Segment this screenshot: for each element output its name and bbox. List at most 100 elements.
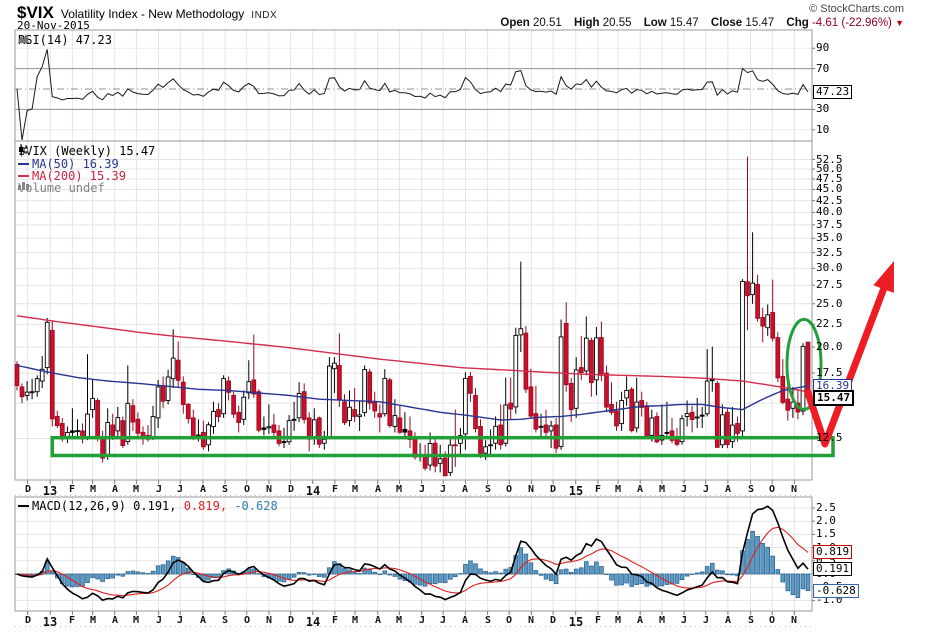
ma200-legend-label: MA(200) 15.39 — [32, 169, 126, 183]
date-axis-label: M — [89, 484, 97, 495]
chg-value: -4.61 (-22.96%) — [811, 17, 892, 29]
exchange-label: INDX — [251, 10, 278, 21]
symbol: $VIX — [17, 3, 54, 22]
axis-tick-label: 35.0 — [816, 231, 843, 244]
axis-tick-label: 52.5 — [816, 153, 843, 166]
date-axis-label: F — [68, 615, 76, 626]
date-axis-label: N — [265, 615, 273, 626]
axis-tick-label: 70 — [816, 62, 830, 75]
date-axis-label: 13 — [42, 484, 58, 498]
date-axis-label: S — [484, 615, 492, 626]
axis-tick-label: 12.5 — [816, 431, 843, 444]
rsi-value-box: 47.23 — [813, 85, 853, 99]
date-axis-label: O — [243, 484, 251, 495]
date-axis-label: J — [176, 484, 184, 495]
axis-tick-label: 25.0 — [816, 297, 843, 310]
support-zone-annotation — [50, 435, 835, 458]
date-axis-label: F — [331, 615, 339, 626]
hist-value-box: -0.628 — [813, 584, 859, 598]
low-value: 15.47 — [669, 17, 699, 29]
date-axis-label: F — [594, 484, 602, 495]
date-axis-label: D — [24, 615, 32, 626]
date-axis-label: S — [221, 615, 229, 626]
date-axis-label: F — [331, 484, 339, 495]
ma50-legend: MA(50) 16.39 — [18, 157, 119, 171]
ma50-legend-label: MA(50) 16.39 — [32, 157, 119, 171]
bounce-arrow-annotation — [803, 286, 888, 448]
macd-swatch — [18, 505, 29, 507]
chart-date: 20-Nov-2015 — [17, 19, 90, 32]
rsi-legend-label: RSI(14) 47.23 — [18, 33, 112, 47]
ma200-legend: MA(200) 15.39 — [18, 169, 126, 183]
date-axis-label: O — [505, 484, 513, 495]
date-axis-label: O — [768, 484, 776, 495]
date-axis-label: 14 — [305, 484, 321, 498]
date-axis-label: M — [395, 484, 403, 495]
axis-tick-label: 32.5 — [816, 246, 843, 259]
date-axis-label: J — [702, 615, 710, 626]
date-axis-label: O — [505, 615, 513, 626]
date-axis-label: A — [111, 484, 119, 495]
date-axis-label: O — [768, 615, 776, 626]
axis-tick-label: 90 — [816, 41, 830, 54]
symbol-legend-label: $VIX (Weekly) 15.47 — [18, 144, 156, 158]
date-axis-label: O — [243, 615, 251, 626]
highlight-circle-annotation — [785, 317, 823, 411]
date-axis-label: A — [199, 484, 207, 495]
copyright: © StockCharts.com — [809, 3, 904, 15]
axis-tick-label: 37.5 — [816, 218, 843, 231]
date-axis-label: N — [527, 615, 535, 626]
date-axis-label: A — [461, 615, 469, 626]
date-axis-label: D — [287, 484, 295, 495]
macd-legend: MACD(12,26,9) 0.191, 0.819, -0.628 — [18, 499, 278, 513]
date-axis-label: M — [351, 615, 359, 626]
axis-tick-label: 27.5 — [816, 278, 843, 291]
indicator-icon — [18, 34, 29, 43]
macd-value-box: 0.191 — [813, 562, 853, 576]
axis-tick-label: 22.5 — [816, 317, 843, 330]
low-label: Low — [643, 17, 667, 29]
axis-tick-label: 30 — [816, 102, 830, 115]
rsi-legend: RSI(14) 47.23 — [18, 33, 112, 47]
date-axis-label: D — [549, 615, 557, 626]
open-label: Open — [500, 17, 530, 29]
axis-tick-label: 40.0 — [816, 205, 843, 218]
date-axis-label: M — [89, 615, 97, 626]
date-axis-label: J — [155, 615, 163, 626]
volume-legend: Volume undef — [18, 181, 105, 195]
axis-tick-label: 30.0 — [816, 261, 843, 274]
date-axis-label: A — [374, 484, 382, 495]
date-axis-label: J — [418, 615, 426, 626]
volume-bars-icon — [18, 182, 29, 190]
date-axis-label: N — [790, 615, 798, 626]
date-axis-label: A — [724, 615, 732, 626]
date-axis-label: J — [155, 484, 163, 495]
date-axis-label: F — [68, 484, 76, 495]
date-axis-label: 13 — [42, 615, 58, 629]
date-axis-label: N — [790, 484, 798, 495]
axis-tick-label: 1.5 — [816, 527, 836, 540]
open-value: 20.51 — [532, 17, 562, 29]
date-axis-label: S — [747, 484, 755, 495]
date-axis-label: D — [549, 484, 557, 495]
date-axis-label: J — [439, 615, 447, 626]
high-label: High — [573, 17, 600, 29]
date-axis-label: D — [287, 615, 295, 626]
date-axis-label: D — [24, 484, 32, 495]
arrow-head — [873, 261, 894, 293]
axis-tick-label: 20.0 — [816, 340, 843, 353]
date-axis-label: J — [680, 484, 688, 495]
date-axis-label: M — [132, 484, 140, 495]
axis-tick-label: 2.0 — [816, 514, 836, 527]
close-value-box: 15.47 — [813, 390, 855, 406]
date-axis-label: A — [636, 615, 644, 626]
ma200-swatch — [18, 175, 29, 177]
date-axis-label: M — [658, 615, 666, 626]
volume-legend-label: Volume undef — [18, 181, 105, 195]
close-value: 15.47 — [745, 17, 775, 29]
date-axis-label: N — [265, 484, 273, 495]
date-axis-label: A — [636, 484, 644, 495]
page-title: Volatility Index - New Methodology — [60, 7, 245, 21]
